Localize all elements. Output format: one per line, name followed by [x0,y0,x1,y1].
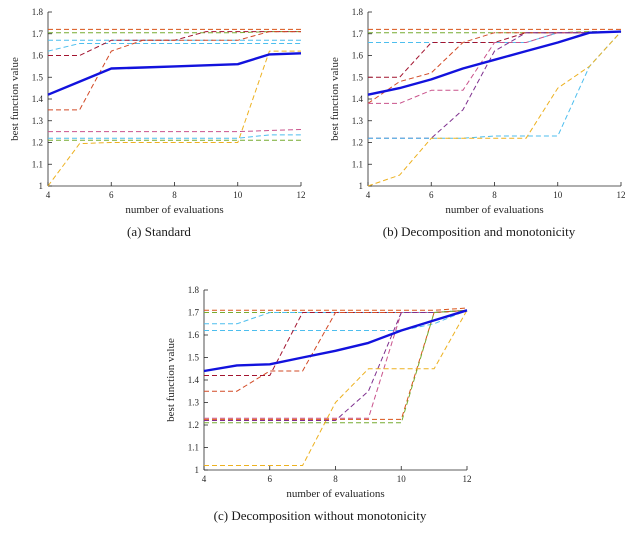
svg-text:1.4: 1.4 [352,94,364,104]
svg-text:4: 4 [46,190,51,200]
svg-text:1.1: 1.1 [352,159,363,169]
svg-text:1.3: 1.3 [352,116,364,126]
svg-text:10: 10 [553,190,563,200]
svg-text:8: 8 [333,474,338,484]
svg-text:1.7: 1.7 [352,29,364,39]
svg-text:1.8: 1.8 [352,7,364,17]
svg-text:1.2: 1.2 [352,138,363,148]
svg-text:1.1: 1.1 [32,159,43,169]
svg-text:1.1: 1.1 [188,443,199,453]
svg-text:1.8: 1.8 [32,7,44,17]
svg-text:1.4: 1.4 [32,94,44,104]
svg-text:number of evaluations: number of evaluations [286,488,384,500]
subplot-b-chart: 1 1.1 1.2 1.3 1.4 1.5 1.6 1.7 1.8 4 6 8 10 12 number o… [328,4,630,220]
svg-text:1.6: 1.6 [352,51,364,61]
svg-text:6: 6 [109,190,114,200]
svg-text:8: 8 [492,190,497,200]
svg-text:12: 12 [463,474,472,484]
svg-text:1.3: 1.3 [188,398,200,408]
svg-text:4: 4 [202,474,207,484]
svg-text:1.6: 1.6 [32,51,44,61]
svg-text:1.7: 1.7 [32,29,44,39]
subplot-a: 1 1.1 1.2 1.3 1.4 1.5 1.6 1.7 1.8 4 6 8 10 12 number o… [8,4,310,240]
svg-text:best function value: best function value [329,57,341,141]
svg-text:1.7: 1.7 [188,308,200,318]
svg-text:best function value: best function value [9,57,21,141]
subplot-b: 1 1.1 1.2 1.3 1.4 1.5 1.6 1.7 1.8 4 6 8 10 12 number o… [328,4,630,240]
svg-text:1.5: 1.5 [352,72,364,82]
svg-text:1.5: 1.5 [32,72,44,82]
svg-text:4: 4 [366,190,371,200]
svg-text:1.8: 1.8 [188,285,200,295]
svg-text:1: 1 [195,465,200,475]
subplot-a-chart: 1 1.1 1.2 1.3 1.4 1.5 1.6 1.7 1.8 4 6 8 10 12 number o… [8,4,310,220]
subplot-b-caption: (b) Decomposition and monotonicity [382,224,576,239]
svg-text:1.6: 1.6 [188,330,200,340]
svg-text:number of evaluations: number of evaluations [445,204,543,216]
svg-text:6: 6 [268,474,273,484]
svg-text:1.3: 1.3 [32,116,44,126]
svg-text:1: 1 [359,181,364,191]
svg-text:10: 10 [233,190,243,200]
svg-text:12: 12 [297,190,306,200]
subplot-c-chart: 1 1.1 1.2 1.3 1.4 1.5 1.6 1.7 1.8 4 6 8 10 12 number o… [164,282,476,504]
svg-text:best function value: best function value [165,338,177,422]
svg-text:10: 10 [397,474,407,484]
svg-text:1: 1 [39,181,44,191]
svg-text:1.4: 1.4 [188,375,200,385]
subplot-c: 1 1.1 1.2 1.3 1.4 1.5 1.6 1.7 1.8 4 6 8 10 12 number o… [164,282,476,524]
subplot-a-caption: (a) Standard [127,224,191,239]
svg-text:6: 6 [429,190,434,200]
svg-text:8: 8 [172,190,177,200]
svg-text:1.5: 1.5 [188,353,200,363]
svg-text:1.2: 1.2 [188,420,199,430]
subplot-c-caption: (c) Decomposition without monotonicity [213,508,427,523]
svg-text:12: 12 [617,190,626,200]
svg-text:1.2: 1.2 [32,138,43,148]
svg-text:number of evaluations: number of evaluations [125,204,223,216]
